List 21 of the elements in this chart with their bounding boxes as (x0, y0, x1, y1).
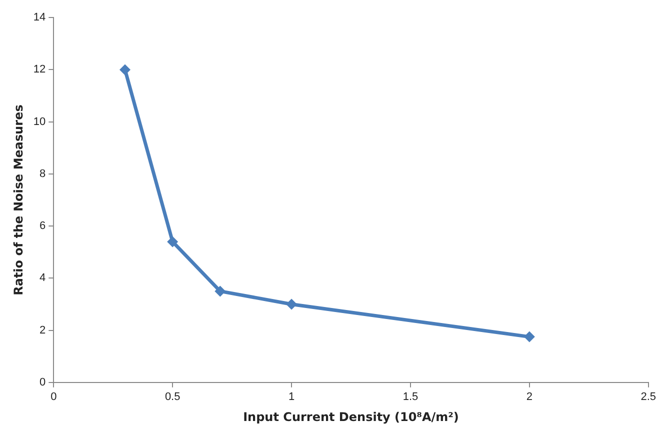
point (214, 286, 226, 297)
point (120, 64, 130, 76)
y-tick-label: 8 (40, 168, 46, 180)
x-tick-label: 2.5 (640, 391, 656, 404)
point (167, 236, 178, 248)
y-tick-label: 2 (40, 324, 46, 336)
y-tick-label: 0 (40, 376, 46, 388)
y-tick-label: 12 (33, 64, 46, 76)
y-tick-label: 6 (40, 220, 46, 232)
x-tick-label: 1.5 (402, 391, 418, 404)
y-tick-label: 4 (40, 272, 46, 284)
x-tick-label: 2 (526, 391, 532, 404)
x-tick-label: 1 (288, 391, 295, 404)
x-tick-label: 0 (50, 391, 57, 404)
point (524, 331, 535, 342)
x-tick-label: 0.5 (164, 391, 180, 404)
y-tick-label: 10 (33, 116, 46, 128)
point (286, 298, 298, 310)
y-axis-title: Ratio of the Noise Measures (11, 104, 26, 296)
y-tick-label: 14 (33, 12, 46, 24)
x-axis-title: Input Current Density (10⁸A/m²) (243, 410, 459, 424)
